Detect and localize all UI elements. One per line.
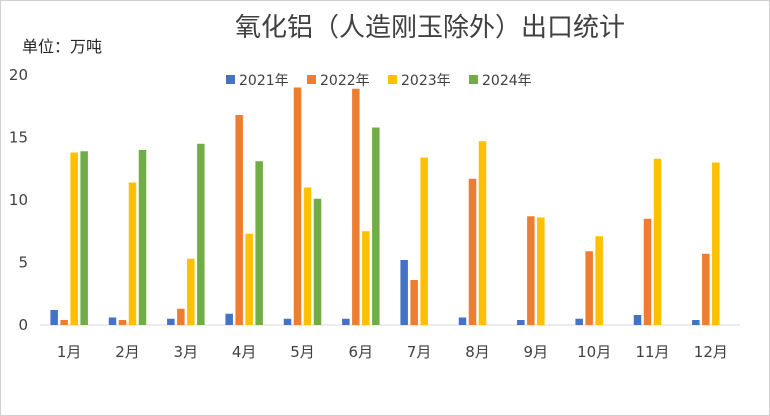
bar-2022年-6月 <box>352 88 360 325</box>
x-tick-label: 3月 <box>174 343 199 361</box>
y-tick-label: 10 <box>9 191 28 209</box>
bar-2022年-10月 <box>585 251 593 325</box>
bar-2024年-2月 <box>138 150 147 325</box>
legend-swatch <box>226 75 235 84</box>
bar-2023年-11月 <box>653 158 662 325</box>
bar-2024年-6月 <box>372 127 380 325</box>
bar-2021年-10月 <box>575 318 583 325</box>
x-tick-label: 11月 <box>635 343 669 361</box>
x-tick-label: 9月 <box>524 343 549 361</box>
x-tick-label: 10月 <box>577 343 611 361</box>
x-tick-label: 1月 <box>57 343 82 361</box>
y-tick-label: 5 <box>18 254 28 272</box>
bar-2021年-11月 <box>633 315 642 325</box>
x-tick-label: 4月 <box>232 343 257 361</box>
x-tick-label: 6月 <box>349 343 374 361</box>
bar-2024年-1月 <box>80 151 88 325</box>
y-tick-label: 15 <box>9 129 28 147</box>
bar-2021年-2月 <box>108 317 117 325</box>
x-axis: 1月 2月 3月 4月 5月 6月 7月 8月 9月 10月 11月 12月 <box>57 343 728 361</box>
legend: 2021年 2022年 2023年 2024年 <box>226 73 532 89</box>
bar-2022年-5月 <box>293 87 302 325</box>
bars <box>50 87 720 325</box>
bar-2022年-1月 <box>60 320 68 325</box>
bar-2023年-6月 <box>362 231 370 325</box>
bar-2022年-3月 <box>177 308 185 325</box>
legend-label: 2022年 <box>320 73 370 89</box>
bar-2021年-1月 <box>50 310 58 325</box>
legend-label: 2021年 <box>239 73 289 89</box>
chart-title: 氧化铝（人造刚玉除外）出口统计 <box>235 13 625 43</box>
bar-2022年-4月 <box>235 115 243 325</box>
bar-2023年-8月 <box>478 141 487 325</box>
x-tick-label: 5月 <box>290 343 315 361</box>
y-tick-label: 0 <box>18 316 28 334</box>
bar-2021年-6月 <box>342 318 350 325</box>
bar-2023年-7月 <box>420 157 428 325</box>
bar-2021年-4月 <box>225 313 233 325</box>
bar-2023年-3月 <box>187 258 195 325</box>
bar-2023年-2月 <box>128 182 137 325</box>
legend-label: 2024年 <box>482 73 532 89</box>
bar-2022年-8月 <box>468 178 477 325</box>
unit-label: 单位：万吨 <box>22 37 102 56</box>
legend-swatch <box>388 75 397 84</box>
bar-2024年-3月 <box>197 143 205 325</box>
bar-2023年-5月 <box>303 187 312 325</box>
legend-swatch <box>307 75 316 84</box>
bar-2022年-12月 <box>702 253 710 325</box>
bar-2023年-9月 <box>537 217 545 325</box>
bar-2021年-8月 <box>458 317 467 325</box>
bar-2023年-10月 <box>595 236 603 325</box>
bar-2021年-5月 <box>283 318 292 325</box>
bar-2023年-4月 <box>245 233 253 325</box>
legend-label: 2023年 <box>401 73 451 89</box>
bar-2024年-5月 <box>313 198 322 325</box>
bar-2022年-7月 <box>410 280 418 325</box>
y-tick-label: 20 <box>9 66 28 84</box>
x-tick-label: 2月 <box>115 343 140 361</box>
legend-swatch <box>469 75 478 84</box>
bar-2023年-1月 <box>70 152 78 325</box>
bar-2022年-11月 <box>643 218 652 325</box>
bar-2021年-3月 <box>167 318 175 325</box>
bar-2021年-12月 <box>692 320 700 325</box>
bar-2021年-7月 <box>400 260 408 325</box>
bar-2022年-9月 <box>527 216 535 325</box>
bar-2023年-12月 <box>712 162 720 325</box>
x-tick-label: 8月 <box>465 343 490 361</box>
bar-2024年-4月 <box>255 161 263 325</box>
x-tick-label: 12月 <box>694 343 728 361</box>
x-tick-label: 7月 <box>407 343 432 361</box>
y-axis: 0 5 10 15 20 <box>9 66 28 334</box>
bar-2022年-2月 <box>118 320 127 325</box>
bar-2021年-9月 <box>517 320 525 325</box>
